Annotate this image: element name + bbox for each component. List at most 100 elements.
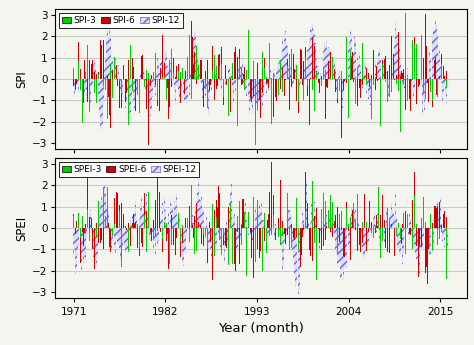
Bar (196, 206, 197, 228)
Bar (414, 228, 415, 249)
Bar (255, 208, 256, 228)
Bar (100, 200, 101, 228)
Bar (344, 228, 345, 268)
Bar (125, 79, 126, 108)
Bar (361, 79, 362, 87)
Bar (409, 213, 410, 228)
Bar (148, 79, 149, 95)
Bar (118, 228, 119, 245)
Bar (214, 70, 215, 79)
Bar (232, 221, 233, 228)
Bar (411, 228, 412, 236)
Bar (94, 228, 95, 266)
Bar (420, 228, 421, 252)
Bar (145, 206, 146, 228)
Bar (133, 79, 134, 102)
Bar (207, 79, 208, 102)
Bar (363, 79, 364, 88)
Bar (212, 78, 213, 79)
Bar (145, 74, 146, 79)
Bar (255, 208, 256, 228)
Bar (195, 205, 196, 228)
Bar (325, 226, 326, 228)
Bar (242, 213, 243, 228)
Bar (203, 79, 204, 88)
Bar (430, 228, 431, 255)
Bar (109, 28, 110, 79)
Bar (246, 220, 247, 228)
Bar (368, 79, 369, 99)
Bar (271, 216, 272, 228)
Bar (404, 228, 405, 229)
Bar (304, 69, 305, 79)
Bar (249, 79, 250, 115)
Bar (218, 66, 219, 79)
Bar (305, 70, 306, 79)
Bar (76, 79, 77, 86)
Bar (425, 79, 426, 93)
Bar (260, 79, 261, 105)
Bar (352, 216, 353, 228)
Bar (445, 228, 446, 234)
Bar (369, 79, 370, 96)
Bar (293, 79, 294, 85)
Bar (218, 227, 219, 228)
Bar (374, 211, 375, 228)
Bar (279, 228, 280, 239)
Bar (154, 228, 155, 240)
Bar (76, 79, 77, 86)
Bar (80, 228, 81, 263)
Bar (375, 226, 376, 228)
Bar (386, 208, 387, 228)
Bar (228, 67, 229, 79)
Bar (307, 50, 308, 79)
Bar (178, 226, 179, 228)
Bar (219, 228, 220, 240)
Bar (338, 228, 339, 263)
Bar (199, 199, 200, 228)
Bar (322, 65, 323, 79)
Bar (158, 228, 159, 241)
Bar (380, 58, 381, 79)
Bar (422, 79, 423, 115)
Bar (85, 79, 86, 89)
Bar (252, 79, 253, 113)
Bar (97, 79, 98, 85)
Bar (331, 211, 332, 228)
Bar (286, 228, 287, 237)
Bar (177, 222, 178, 228)
Bar (321, 78, 322, 79)
Bar (77, 228, 78, 255)
Bar (147, 220, 148, 228)
Bar (378, 217, 379, 228)
Bar (190, 73, 191, 79)
Bar (115, 58, 116, 79)
Bar (178, 79, 179, 94)
Bar (162, 202, 163, 228)
Bar (406, 79, 407, 86)
Bar (409, 79, 410, 91)
Bar (135, 201, 136, 228)
Bar (376, 228, 377, 231)
Bar (259, 79, 260, 95)
Bar (419, 228, 420, 259)
Bar (121, 228, 122, 267)
Bar (242, 58, 243, 79)
Bar (324, 224, 325, 228)
Bar (378, 51, 379, 79)
Bar (385, 228, 386, 231)
Bar (445, 79, 446, 92)
Bar (116, 78, 117, 79)
Bar (321, 228, 322, 250)
Bar (93, 65, 94, 79)
Bar (149, 228, 150, 239)
Bar (362, 79, 363, 88)
Bar (406, 215, 407, 228)
Bar (182, 228, 183, 262)
Bar (275, 79, 276, 80)
Bar (343, 228, 344, 280)
Bar (331, 79, 332, 84)
Bar (116, 228, 117, 236)
Bar (198, 180, 199, 228)
Bar (80, 228, 81, 263)
